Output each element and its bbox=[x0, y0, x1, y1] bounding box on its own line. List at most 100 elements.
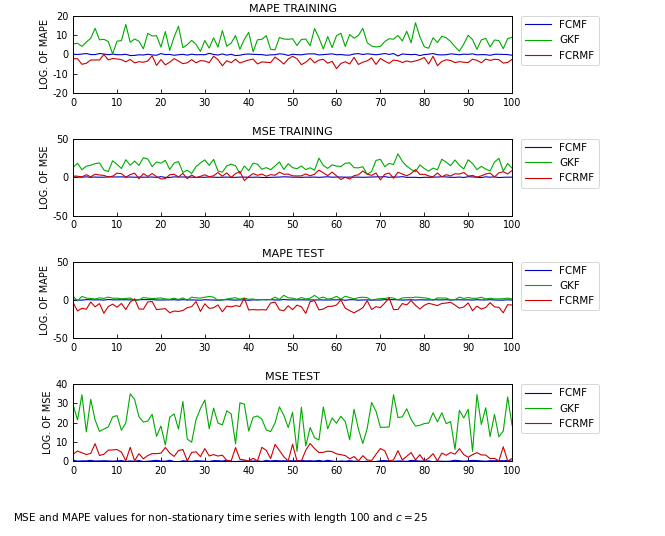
FCRMF bbox=[508, 167, 516, 174]
FCRMF bbox=[275, 447, 283, 453]
FCMF bbox=[100, 458, 108, 464]
FCMF bbox=[508, 458, 516, 464]
FCMF bbox=[394, 53, 402, 59]
Legend: FCMF, GKF, FCRMF: FCMF, GKF, FCRMF bbox=[521, 384, 598, 433]
GKF bbox=[381, 163, 389, 170]
FCMF bbox=[275, 297, 283, 303]
FCRMF bbox=[385, 458, 393, 464]
FCMF bbox=[205, 50, 213, 57]
FCRMF bbox=[179, 170, 187, 176]
FCRMF bbox=[385, 295, 393, 301]
FCMF bbox=[508, 297, 516, 303]
GKF bbox=[341, 293, 349, 300]
FCMF bbox=[275, 50, 283, 57]
FCMF bbox=[245, 297, 253, 303]
Y-axis label: LOG. OF MSE: LOG. OF MSE bbox=[43, 391, 53, 455]
FCMF bbox=[508, 174, 516, 180]
FCMF bbox=[368, 459, 376, 465]
FCMF bbox=[508, 52, 516, 58]
FCRMF bbox=[240, 177, 248, 184]
FCRMF bbox=[104, 57, 112, 63]
GKF bbox=[184, 42, 192, 48]
GKF bbox=[385, 294, 393, 301]
GKF bbox=[407, 294, 415, 301]
FCRMF bbox=[381, 300, 389, 306]
GKF bbox=[69, 293, 77, 300]
GKF bbox=[74, 297, 82, 304]
GKF bbox=[69, 41, 77, 47]
FCMF bbox=[381, 50, 389, 57]
Legend: FCMF, GKF, FCRMF: FCMF, GKF, FCRMF bbox=[521, 16, 598, 65]
Title: MSE TEST: MSE TEST bbox=[265, 372, 320, 382]
GKF bbox=[381, 38, 389, 44]
FCMF bbox=[271, 457, 279, 464]
FCRMF bbox=[337, 176, 345, 183]
FCRMF bbox=[403, 173, 411, 179]
GKF bbox=[293, 448, 301, 455]
FCMF bbox=[69, 51, 77, 57]
FCMF bbox=[332, 458, 340, 465]
GKF bbox=[100, 167, 108, 173]
FCMF bbox=[179, 174, 187, 180]
GKF bbox=[126, 391, 134, 397]
Line: FCRMF: FCRMF bbox=[73, 55, 512, 69]
FCMF bbox=[403, 174, 411, 181]
FCRMF bbox=[179, 307, 187, 314]
FCRMF bbox=[508, 302, 516, 308]
FCMF bbox=[381, 457, 389, 464]
Line: GKF: GKF bbox=[73, 295, 512, 301]
FCRMF bbox=[69, 451, 77, 457]
Line: GKF: GKF bbox=[73, 23, 512, 54]
GKF bbox=[184, 297, 192, 303]
FCMF bbox=[403, 458, 411, 465]
FCRMF bbox=[337, 296, 345, 303]
FCMF bbox=[179, 458, 187, 464]
FCRMF bbox=[275, 169, 283, 175]
Title: MSE TRAINING: MSE TRAINING bbox=[252, 126, 333, 137]
FCRMF bbox=[100, 172, 108, 178]
FCRMF bbox=[184, 59, 192, 66]
GKF bbox=[412, 19, 420, 26]
FCMF bbox=[416, 174, 424, 181]
GKF bbox=[69, 401, 77, 408]
FCRMF bbox=[412, 166, 420, 173]
FCMF bbox=[179, 296, 187, 303]
FCRMF bbox=[179, 446, 187, 453]
GKF bbox=[508, 422, 516, 428]
GKF bbox=[271, 163, 279, 169]
FCMF bbox=[385, 296, 393, 303]
FCMF bbox=[100, 51, 108, 57]
FCMF bbox=[332, 174, 340, 180]
GKF bbox=[69, 164, 77, 170]
FCRMF bbox=[385, 60, 393, 66]
FCRMF bbox=[381, 171, 389, 177]
FCMF bbox=[337, 51, 345, 58]
GKF bbox=[275, 404, 283, 410]
GKF bbox=[179, 169, 187, 176]
Y-axis label: LOG. OF MSE: LOG. OF MSE bbox=[40, 145, 50, 209]
GKF bbox=[508, 34, 516, 40]
FCMF bbox=[280, 296, 288, 303]
FCMF bbox=[271, 174, 279, 181]
Line: FCMF: FCMF bbox=[73, 460, 512, 462]
Line: GKF: GKF bbox=[73, 394, 512, 451]
FCRMF bbox=[100, 451, 108, 457]
FCRMF bbox=[407, 297, 415, 304]
GKF bbox=[108, 51, 116, 57]
FCMF bbox=[407, 296, 415, 303]
FCRMF bbox=[341, 58, 349, 65]
FCMF bbox=[69, 297, 77, 303]
Line: GKF: GKF bbox=[73, 154, 512, 175]
FCMF bbox=[341, 297, 349, 303]
Legend: FCMF, GKF, FCRMF: FCMF, GKF, FCRMF bbox=[521, 262, 598, 310]
Y-axis label: LOG. OF MAPE: LOG. OF MAPE bbox=[40, 19, 50, 90]
Y-axis label: LOG. OF MAPE: LOG. OF MAPE bbox=[40, 265, 50, 335]
FCRMF bbox=[271, 299, 279, 306]
GKF bbox=[363, 172, 371, 178]
FCRMF bbox=[407, 449, 415, 456]
FCRMF bbox=[508, 56, 516, 63]
Line: FCRMF: FCRMF bbox=[73, 169, 512, 181]
GKF bbox=[403, 28, 411, 34]
FCMF bbox=[407, 51, 415, 58]
Title: MAPE TEST: MAPE TEST bbox=[261, 249, 324, 259]
